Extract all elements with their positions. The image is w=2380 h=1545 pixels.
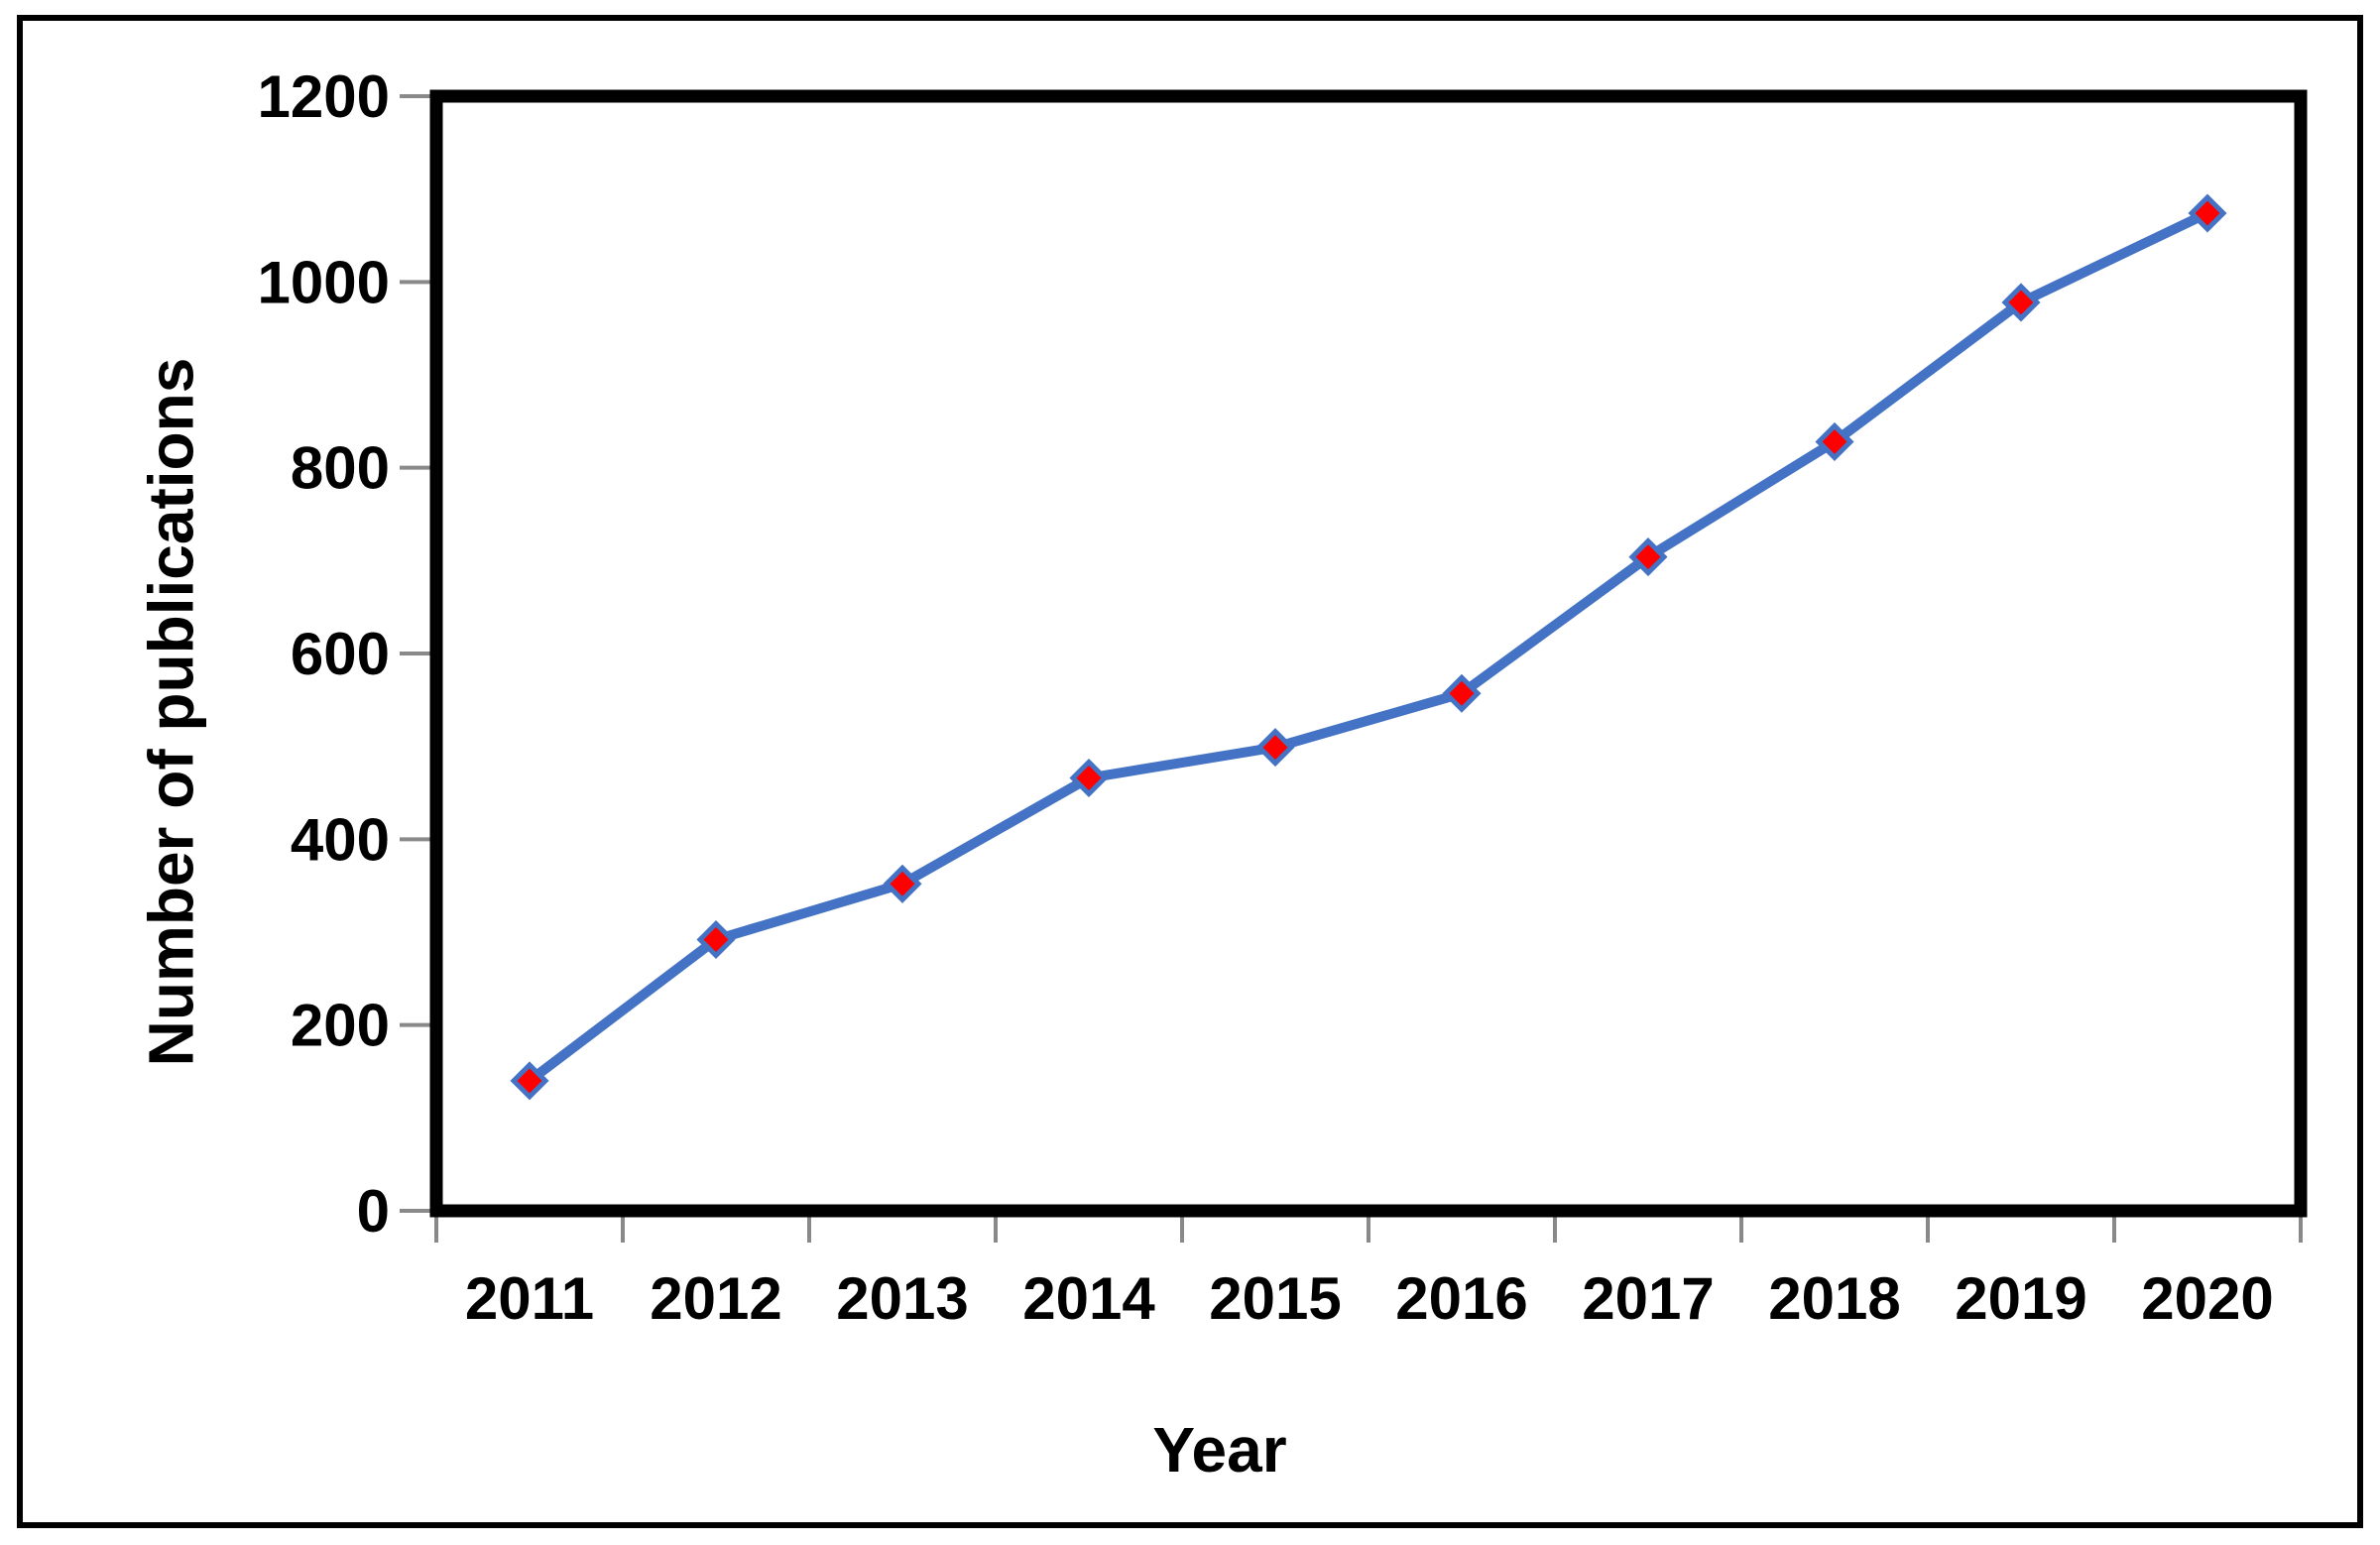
data-point-2018 (1815, 421, 1854, 461)
data-point-2017 (1628, 537, 1668, 577)
x-tick-label-2019: 2019 (1955, 1265, 2086, 1332)
x-tick-label-2018: 2018 (1768, 1265, 1900, 1332)
data-point-2011 (510, 1061, 549, 1101)
data-point-2020 (2188, 193, 2227, 233)
x-tick-label-2013: 2013 (836, 1265, 968, 1332)
y-tick-label-1200: 1200 (258, 63, 390, 130)
y-tick-label-400: 400 (291, 806, 390, 873)
figure-border (17, 15, 2363, 1528)
data-point-2019 (2001, 283, 2041, 322)
plot-area (436, 96, 2301, 1211)
x-tick-label-2015: 2015 (1209, 1265, 1341, 1332)
y-tick-label-200: 200 (291, 993, 390, 1059)
data-point-2013 (883, 864, 922, 903)
x-tick-label-2011: 2011 (465, 1265, 594, 1332)
y-tick-label-1000: 1000 (258, 249, 390, 315)
x-tick-label-2014: 2014 (1022, 1265, 1155, 1332)
y-tick-label-600: 600 (291, 621, 390, 687)
x-tick-label-2012: 2012 (650, 1265, 781, 1332)
x-tick-label-2017: 2017 (1582, 1265, 1714, 1332)
y-tick-label-800: 800 (291, 435, 390, 502)
data-point-2016 (1442, 673, 1482, 713)
plot-frame (429, 89, 2308, 1218)
data-point-2012 (696, 919, 736, 960)
y-tick-label-0: 0 (357, 1178, 390, 1245)
x-tick-label-2016: 2016 (1395, 1265, 1527, 1332)
data-point-2015 (1255, 728, 1295, 768)
x-tick-label-2020: 2020 (2141, 1265, 2273, 1332)
y-axis-title: Number of publications (135, 358, 206, 1067)
series-line (525, 208, 2212, 1086)
x-axis-title: Year (1152, 1414, 1286, 1486)
data-point-2014 (1069, 758, 1109, 798)
